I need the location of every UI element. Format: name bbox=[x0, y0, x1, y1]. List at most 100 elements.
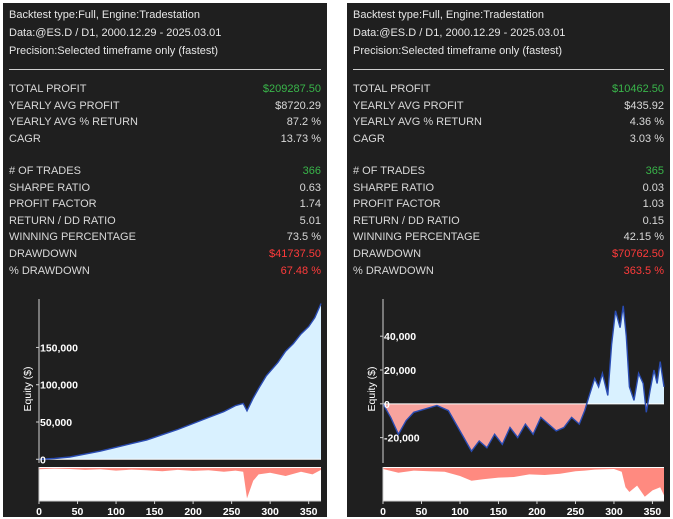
metric-label: PROFIT FACTOR bbox=[9, 198, 97, 211]
x-tick-label: 200 bbox=[184, 506, 202, 517]
backtest-panel-right: Backtest type:Full, Engine:Tradestation … bbox=[347, 3, 670, 517]
metric-value: 0.63 bbox=[299, 181, 321, 194]
metric-value: $435.92 bbox=[624, 99, 664, 112]
metric-row: PROFIT FACTOR 1.74 bbox=[9, 198, 321, 214]
metric-label: % DRAWDOWN bbox=[353, 264, 434, 277]
equity-chart: -20,000 0 20,000 40,000 0 50 100 150 200 250 300 35… bbox=[347, 295, 670, 517]
y-tick-label: 20,000 bbox=[384, 365, 416, 377]
x-tick-label: 50 bbox=[416, 506, 428, 517]
metric-label: SHARPE RATIO bbox=[353, 181, 435, 194]
x-tick-label: 150 bbox=[490, 506, 508, 517]
equity-line bbox=[382, 305, 665, 453]
header-divider bbox=[353, 69, 664, 70]
precision-text: Precision:Selected timeframe only (faste… bbox=[9, 45, 219, 57]
drawdown-area bbox=[39, 468, 321, 499]
metric-label: RETURN / DD RATIO bbox=[9, 214, 116, 227]
x-tick-label: 50 bbox=[72, 506, 84, 517]
y-axis-label: Equity ($) bbox=[22, 367, 34, 412]
metric-value: 0.15 bbox=[642, 214, 664, 227]
metric-value: 1.74 bbox=[299, 198, 321, 211]
y-tick-label: 0 bbox=[40, 454, 46, 466]
metric-value: $8720.29 bbox=[275, 99, 321, 112]
x-tick-label: 150 bbox=[146, 506, 164, 517]
metric-label: WINNING PERCENTAGE bbox=[9, 231, 136, 244]
x-tick-label: 300 bbox=[605, 506, 623, 517]
metric-row: % DRAWDOWN 363.5 % bbox=[353, 265, 664, 281]
data-range-text: Data:@ES.D / D1, 2000.12.29 - 2025.03.01 bbox=[9, 27, 222, 39]
metric-value: 4.36 % bbox=[629, 116, 664, 129]
metric-value: 1.03 bbox=[642, 198, 664, 211]
backtest-type-text: Backtest type:Full, Engine:Tradestation bbox=[9, 9, 200, 21]
x-tick-label: 300 bbox=[261, 506, 279, 517]
equity-chart-svg: 0 50,000 100,000 150,000 0 50 100 150 200 250 300 3… bbox=[22, 299, 322, 517]
metric-row: RETURN / DD RATIO 0.15 bbox=[353, 215, 664, 231]
metric-row: YEARLY AVG PROFIT $8720.29 bbox=[9, 100, 321, 116]
metric-row: % DRAWDOWN 67.48 % bbox=[9, 265, 321, 281]
x-tick-label: 0 bbox=[36, 506, 42, 517]
x-tick-label: 0 bbox=[380, 506, 386, 517]
metric-value: 0.03 bbox=[642, 181, 664, 194]
metric-value: 87.2 % bbox=[286, 116, 321, 129]
metric-value: $10462.50 bbox=[612, 83, 664, 95]
metric-label: # OF TRADES bbox=[353, 165, 425, 177]
equity-area-positive bbox=[39, 303, 321, 460]
metric-row: YEARLY AVG PROFIT $435.92 bbox=[353, 100, 664, 116]
x-tick-label: 100 bbox=[451, 506, 469, 517]
metric-value: $70762.50 bbox=[612, 248, 664, 260]
y-tick-label: -20,000 bbox=[384, 433, 420, 445]
equity-area-positive bbox=[383, 305, 664, 404]
metric-row: TOTAL PROFIT $209287.50 bbox=[9, 83, 321, 99]
header-divider bbox=[9, 69, 321, 70]
metric-label: TOTAL PROFIT bbox=[353, 83, 431, 95]
metric-row: WINNING PERCENTAGE 73.5 % bbox=[9, 231, 321, 247]
metric-label: YEARLY AVG % RETURN bbox=[353, 116, 482, 129]
metric-label: SHARPE RATIO bbox=[9, 181, 91, 194]
y-tick-label: 100,000 bbox=[40, 380, 78, 392]
y-tick-label: 40,000 bbox=[384, 331, 416, 343]
backtest-panel-left: Backtest type:Full, Engine:Tradestation … bbox=[3, 3, 327, 517]
metric-label: CAGR bbox=[9, 132, 41, 145]
metric-value: 363.5 % bbox=[623, 264, 664, 277]
metric-value: 67.48 % bbox=[280, 264, 321, 277]
equity-area-negative bbox=[383, 403, 648, 452]
backtest-type-text: Backtest type:Full, Engine:Tradestation bbox=[353, 9, 544, 21]
metric-value: 13.73 % bbox=[280, 132, 321, 145]
metric-label: % DRAWDOWN bbox=[9, 264, 90, 277]
metric-row: SHARPE RATIO 0.63 bbox=[9, 182, 321, 198]
y-tick-label: 50,000 bbox=[40, 417, 72, 429]
equity-chart: 0 50,000 100,000 150,000 0 50 100 150 200 250 300 3… bbox=[3, 295, 327, 517]
metric-label: DRAWDOWN bbox=[9, 248, 78, 260]
metric-value: $209287.50 bbox=[262, 83, 321, 95]
x-tick-label: 250 bbox=[223, 506, 241, 517]
metric-value: 73.5 % bbox=[286, 231, 321, 244]
metric-label: PROFIT FACTOR bbox=[353, 198, 441, 211]
metric-label: YEARLY AVG PROFIT bbox=[353, 99, 464, 112]
metric-row: TOTAL PROFIT $10462.50 bbox=[353, 83, 664, 99]
metric-value: 42.15 % bbox=[623, 231, 664, 244]
metric-row: # OF TRADES 365 bbox=[353, 165, 664, 181]
x-tick-label: 200 bbox=[528, 506, 546, 517]
metric-row: DRAWDOWN $70762.50 bbox=[353, 248, 664, 264]
metric-label: TOTAL PROFIT bbox=[9, 83, 87, 95]
metric-value: 365 bbox=[645, 165, 664, 177]
data-range-text: Data:@ES.D / D1, 2000.12.29 - 2025.03.01 bbox=[353, 27, 566, 39]
metric-row: WINNING PERCENTAGE 42.15 % bbox=[353, 231, 664, 247]
x-tick-label: 100 bbox=[107, 506, 125, 517]
metric-label: DRAWDOWN bbox=[353, 248, 422, 260]
metric-label: RETURN / DD RATIO bbox=[353, 214, 460, 227]
metric-value: 366 bbox=[302, 165, 321, 177]
metric-value: 5.01 bbox=[299, 214, 321, 227]
metric-value: 3.03 % bbox=[629, 132, 664, 145]
x-tick-label: 350 bbox=[300, 506, 318, 517]
x-tick-label: 250 bbox=[567, 506, 585, 517]
metric-label: YEARLY AVG PROFIT bbox=[9, 99, 120, 112]
metric-value: $41737.50 bbox=[269, 248, 321, 260]
equity-chart-svg: -20,000 0 20,000 40,000 0 50 100 150 200 250 300 35… bbox=[366, 299, 665, 517]
x-tick-label: 350 bbox=[644, 506, 662, 517]
metric-row: YEARLY AVG % RETURN 87.2 % bbox=[9, 116, 321, 132]
metric-row: CAGR 3.03 % bbox=[353, 133, 664, 149]
drawdown-area bbox=[383, 468, 664, 497]
precision-text: Precision:Selected timeframe only (faste… bbox=[353, 45, 563, 57]
metric-row: CAGR 13.73 % bbox=[9, 133, 321, 149]
metric-row: SHARPE RATIO 0.03 bbox=[353, 182, 664, 198]
